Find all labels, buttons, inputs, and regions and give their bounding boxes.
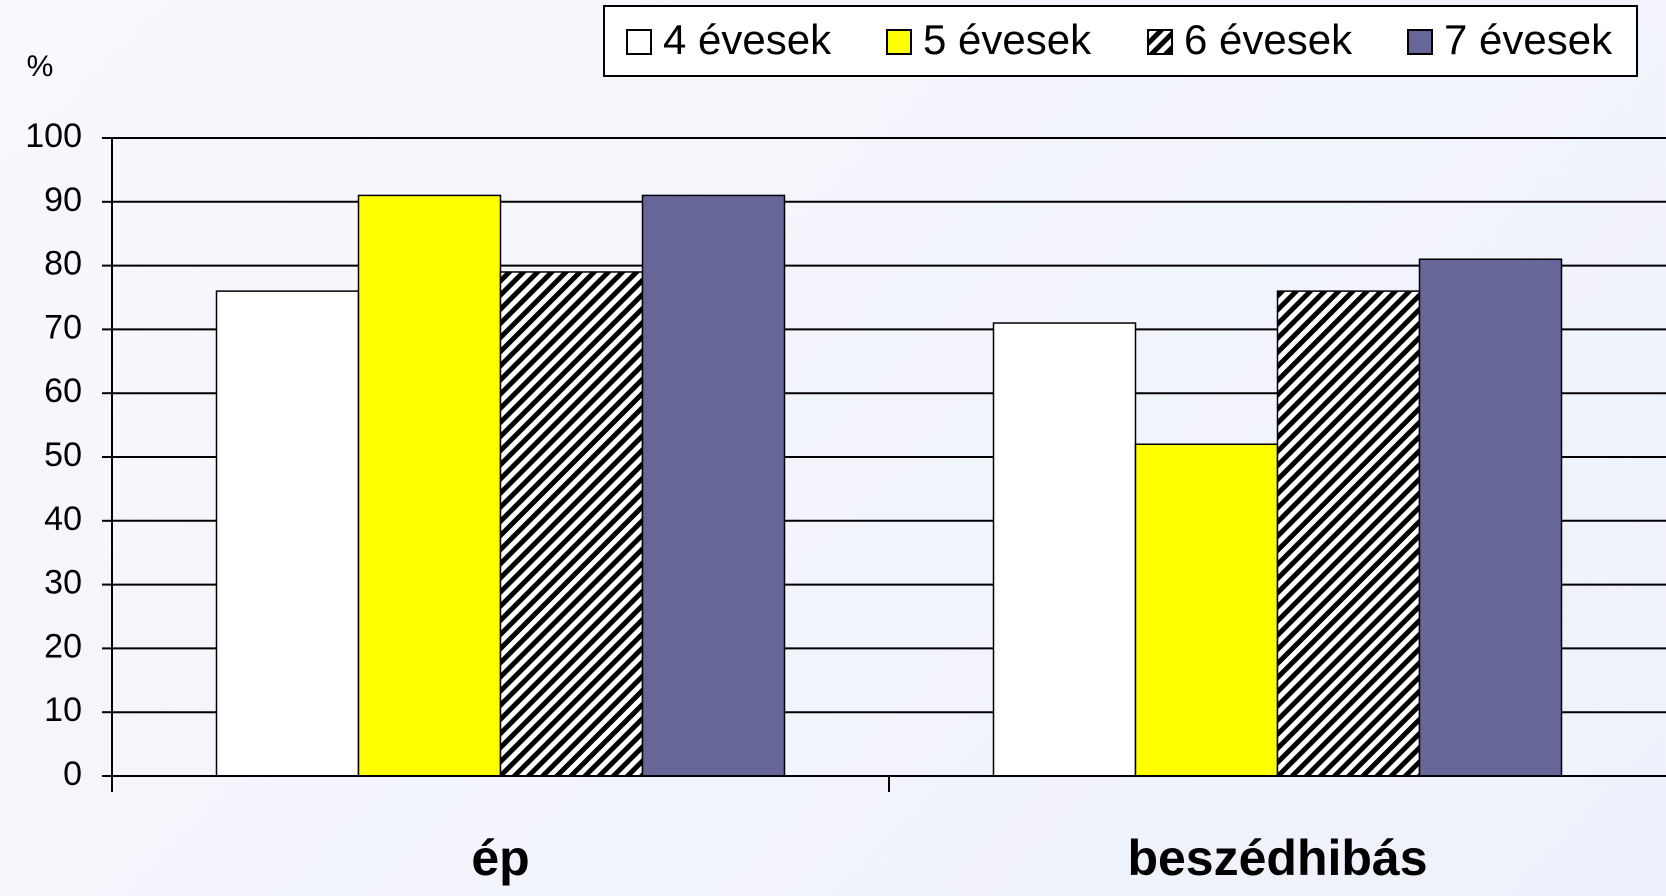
legend-swatch bbox=[1147, 29, 1173, 55]
x-tick-label: ép bbox=[471, 830, 529, 886]
y-tick-label: 30 bbox=[44, 564, 82, 602]
y-tick-label: 80 bbox=[44, 245, 82, 283]
y-tick-label: 70 bbox=[44, 308, 82, 346]
bar bbox=[992, 322, 1137, 777]
y-tick-label: 20 bbox=[44, 627, 82, 665]
legend-box bbox=[603, 5, 1638, 77]
legend-label: 5 évesek bbox=[923, 16, 1092, 63]
legend-label: 4 évesek bbox=[663, 16, 832, 63]
y-tick-label: 40 bbox=[44, 500, 82, 538]
bar bbox=[641, 194, 786, 777]
bar bbox=[1134, 443, 1279, 777]
y-tick-label: 100 bbox=[25, 117, 82, 155]
legend-swatch bbox=[626, 29, 652, 55]
y-tick-label: 90 bbox=[44, 181, 82, 219]
bar bbox=[215, 290, 360, 777]
y-tick-label: 0 bbox=[63, 755, 82, 793]
y-tick-label: 50 bbox=[44, 436, 82, 474]
y-tick-label: 10 bbox=[44, 691, 82, 729]
bar bbox=[1418, 258, 1563, 777]
y-axis-label: % bbox=[27, 50, 54, 83]
legend-label: 6 évesek bbox=[1184, 16, 1353, 63]
bar bbox=[499, 271, 644, 777]
legend-swatch bbox=[1407, 29, 1433, 55]
bar bbox=[357, 194, 502, 777]
y-tick-label: 60 bbox=[44, 372, 82, 410]
bar bbox=[1276, 290, 1421, 777]
legend-swatch bbox=[886, 29, 912, 55]
x-tick-label: beszédhibás bbox=[1127, 830, 1427, 886]
legend-label: 7 évesek bbox=[1444, 16, 1613, 63]
